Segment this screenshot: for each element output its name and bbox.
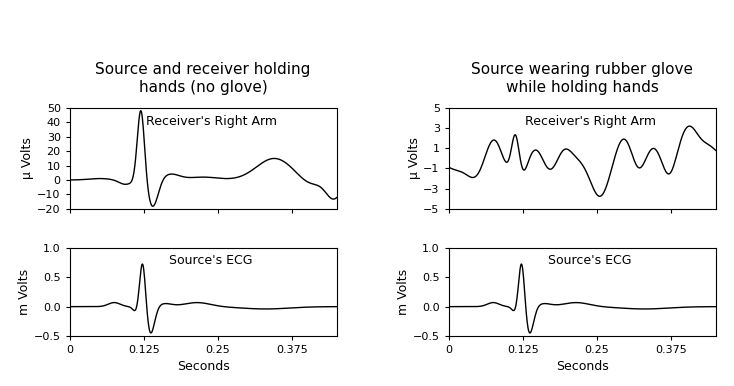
Y-axis label: m Volts: m Volts — [18, 269, 31, 315]
Text: Source and receiver holding
hands (no glove): Source and receiver holding hands (no gl… — [95, 62, 311, 95]
Text: Source's ECG: Source's ECG — [548, 254, 632, 267]
Text: Source wearing rubber glove
while holding hands: Source wearing rubber glove while holdin… — [471, 62, 693, 95]
Text: Receiver's Right Arm: Receiver's Right Arm — [525, 115, 655, 128]
Y-axis label: m Volts: m Volts — [397, 269, 410, 315]
X-axis label: Seconds: Seconds — [556, 361, 608, 373]
Text: Source's ECG: Source's ECG — [170, 254, 253, 267]
Y-axis label: μ Volts: μ Volts — [407, 137, 421, 179]
Y-axis label: μ Volts: μ Volts — [21, 137, 34, 179]
X-axis label: Seconds: Seconds — [177, 361, 230, 373]
Text: Receiver's Right Arm: Receiver's Right Arm — [145, 115, 277, 128]
